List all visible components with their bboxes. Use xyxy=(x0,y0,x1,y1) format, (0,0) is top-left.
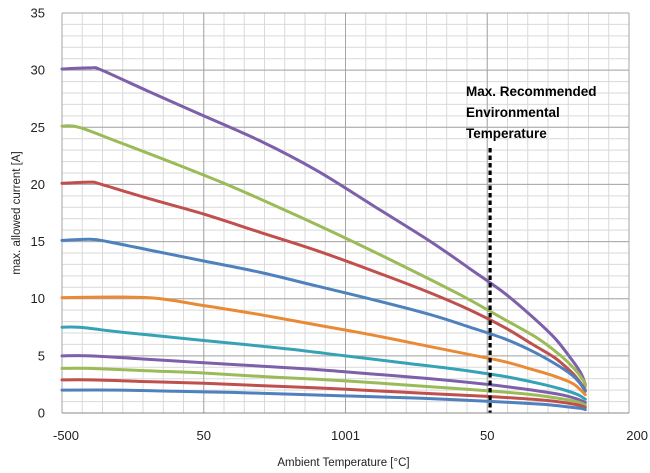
annotation-line-2: Environmental xyxy=(466,105,560,120)
y-tick-label: 20 xyxy=(31,177,45,192)
series-line-1 xyxy=(60,66,587,386)
y-tick-label: 30 xyxy=(31,63,45,78)
x-tick-label: 1001 xyxy=(331,428,360,443)
x-axis-ticks: -500 50 1001 50 200 xyxy=(53,428,648,443)
series-line-6 xyxy=(60,325,587,401)
annotation-line-1: Max. Recommended xyxy=(466,84,597,99)
y-tick-label: 15 xyxy=(31,234,45,249)
y-tick-label: 5 xyxy=(38,348,45,363)
series-line-7 xyxy=(60,354,587,405)
y-tick-label: 35 xyxy=(31,6,45,21)
y-axis-ticks: 0 5 10 15 20 25 30 35 xyxy=(31,6,45,421)
series-line-4 xyxy=(60,237,587,393)
x-tick-label: -500 xyxy=(53,428,79,443)
y-tick-label: 0 xyxy=(38,406,45,421)
y-tick-label: 10 xyxy=(31,291,45,306)
series-layer xyxy=(60,66,587,412)
major-grid xyxy=(61,12,630,414)
x-tick-label: 200 xyxy=(626,428,648,443)
x-axis-label: Ambient Temperature [°C] xyxy=(277,457,409,469)
minor-grid xyxy=(61,12,630,414)
x-tick-label: 50 xyxy=(480,428,494,443)
series-line-3 xyxy=(60,180,587,392)
series-line-10 xyxy=(60,388,587,412)
x-tick-label: 50 xyxy=(197,428,211,443)
y-tick-label: 25 xyxy=(31,120,45,135)
y-axis-label: max. allowed current [A] xyxy=(11,151,23,274)
series-line-5 xyxy=(60,295,587,397)
annotation-line-3: Temperature xyxy=(466,126,547,141)
series-line-9 xyxy=(60,378,587,409)
series-line-2 xyxy=(60,124,587,389)
series-line-8 xyxy=(60,366,587,407)
